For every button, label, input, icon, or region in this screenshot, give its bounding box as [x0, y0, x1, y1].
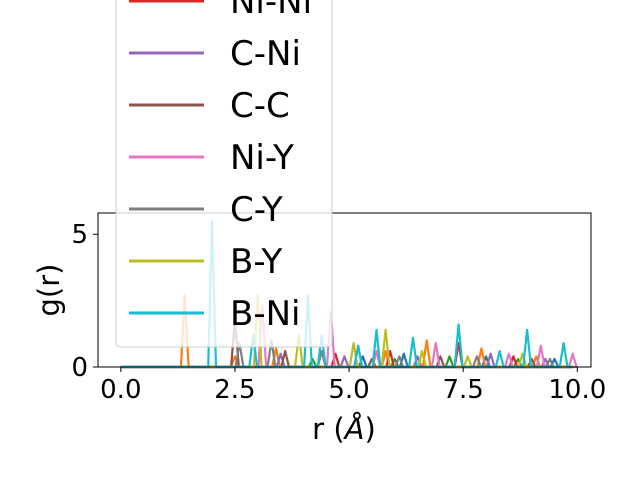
- legend-label-ni-y: Ni-Y: [230, 138, 294, 178]
- x-tick-label: 10.0: [548, 375, 606, 405]
- series-b-ni: [120, 219, 573, 369]
- x-tick-label: 0.0: [100, 375, 141, 405]
- x-tick-label: 2.5: [214, 375, 255, 405]
- x-tick-label: 5.0: [328, 375, 369, 405]
- legend-label-b-ni: B-Ni: [230, 294, 300, 334]
- x-axis-label: r (Å): [312, 412, 376, 446]
- plot-frame: [97, 212, 592, 368]
- legend-label-c-ni: C-Ni: [230, 34, 301, 74]
- y-tick-label: 5: [71, 220, 88, 250]
- ticks-layer: 0.0 2.5 5.0 7.5 10.0 0 5: [71, 220, 606, 405]
- legend-label-b-y: B-Y: [230, 242, 283, 282]
- y-tick-label: 0: [71, 353, 88, 383]
- legend-label-c-y: C-Y: [230, 190, 283, 230]
- legend: Ni-Ni C-Ni C-C Ni-Y C-Y B-Y B-Ni: [115, 0, 333, 348]
- x-tick-label: 7.5: [443, 375, 484, 405]
- y-axis-label: g(r): [32, 264, 66, 317]
- legend-label-ni-ni: Ni-Ni: [230, 0, 312, 22]
- legend-label-c-c: C-C: [230, 86, 290, 126]
